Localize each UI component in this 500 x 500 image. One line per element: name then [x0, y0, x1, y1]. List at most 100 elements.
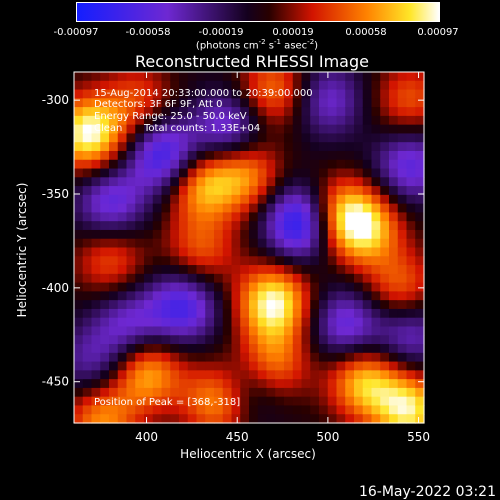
heatmap-cell	[74, 212, 84, 222]
heatmap-cell	[109, 405, 119, 415]
heatmap-cell	[336, 352, 346, 363]
heatmap-cell	[415, 124, 425, 135]
heatmap-cell	[415, 308, 425, 319]
heatmap-cell	[240, 282, 250, 292]
heatmap-cell	[117, 387, 128, 398]
x-tick-label: 550	[407, 430, 430, 444]
heatmap-cell	[319, 238, 329, 249]
heatmap-cell	[284, 194, 294, 205]
heatmap-cell	[327, 282, 338, 292]
heatmap-cell	[319, 273, 329, 284]
heatmap-cell	[196, 168, 206, 178]
heatmap-cell	[266, 124, 276, 135]
heatmap-cell	[196, 335, 206, 345]
heatmap-cell	[327, 221, 338, 231]
heatmap-cell	[301, 282, 311, 292]
heatmap-cell	[415, 177, 425, 187]
annotation-total-counts: Total counts: 1.33E+04	[144, 123, 261, 134]
heatmap-cell	[214, 80, 224, 91]
heatmap-cell	[187, 133, 198, 143]
heatmap-cell	[327, 238, 338, 249]
heatmap-cell	[205, 177, 215, 187]
heatmap-cell	[91, 238, 101, 249]
heatmap-cell	[284, 133, 294, 143]
heatmap-cell	[231, 405, 241, 415]
heatmap-cell	[152, 273, 163, 284]
heatmap-cell	[205, 133, 215, 143]
heatmap-cell	[135, 80, 145, 91]
heatmap-cell	[82, 115, 93, 126]
heatmap-cell	[179, 282, 189, 292]
heatmap-cell	[301, 186, 311, 196]
heatmap-cell	[196, 370, 206, 380]
heatmap-cell	[231, 326, 241, 336]
heatmap-cell	[161, 203, 171, 214]
heatmap-cell	[100, 344, 110, 354]
heatmap-cell	[371, 115, 381, 126]
heatmap-cell	[292, 72, 303, 82]
heatmap-cell	[135, 124, 145, 135]
heatmap-cell	[301, 379, 311, 389]
heatmap-cell	[284, 186, 294, 196]
heatmap-cell	[214, 291, 224, 301]
heatmap-cell	[152, 115, 163, 126]
heatmap-cell	[187, 194, 198, 205]
heatmap-cell	[362, 186, 373, 196]
heatmap-cell	[205, 335, 215, 345]
heatmap-cell	[170, 361, 180, 371]
heatmap-cell	[135, 142, 145, 152]
heatmap-cell	[397, 308, 408, 319]
heatmap-cell	[301, 273, 311, 284]
heatmap-cell	[222, 300, 233, 310]
heatmap-cell	[389, 98, 399, 108]
heatmap-cell	[301, 142, 311, 152]
heatmap-cell	[336, 107, 346, 117]
heatmap-cell	[179, 186, 189, 196]
heatmap-cell	[362, 238, 373, 249]
heatmap-cell	[415, 72, 425, 82]
heatmap-cell	[222, 370, 233, 380]
heatmap-cell	[126, 352, 136, 363]
heatmap-cell	[257, 396, 268, 407]
heatmap-cell	[397, 352, 408, 363]
heatmap-cell	[249, 212, 259, 222]
heatmap-cell	[319, 352, 329, 363]
heatmap-cell	[135, 203, 145, 214]
heatmap-cell	[397, 98, 408, 108]
heatmap-cell	[187, 142, 198, 152]
heatmap-cell	[117, 326, 128, 336]
heatmap-cell	[406, 80, 416, 91]
heatmap-cell	[301, 300, 311, 310]
heatmap-cell	[135, 265, 145, 275]
heatmap-cell	[109, 282, 119, 292]
heatmap-cell	[389, 80, 399, 91]
heatmap-cell	[292, 291, 303, 301]
heatmap-cell	[406, 194, 416, 205]
heatmap-cell	[327, 247, 338, 257]
heatmap-cell	[170, 396, 180, 407]
heatmap-cell	[91, 107, 101, 117]
heatmap-cell	[100, 273, 110, 284]
heatmap-cell	[144, 396, 154, 407]
heatmap-cell	[100, 361, 110, 371]
heatmap-cell	[257, 80, 268, 91]
heatmap-cell	[257, 405, 268, 415]
heatmap-cell	[257, 291, 268, 301]
heatmap-cell	[152, 142, 163, 152]
y-tick-label: -450	[42, 375, 69, 389]
heatmap-cell	[301, 115, 311, 126]
heatmap-cell	[161, 396, 171, 407]
heatmap-cell	[345, 379, 355, 389]
heatmap-cell	[380, 133, 390, 143]
heatmap-cell	[275, 300, 285, 310]
heatmap-cell	[126, 361, 136, 371]
heatmap-cell	[74, 238, 84, 249]
heatmap-cell	[231, 203, 241, 214]
heatmap-cell	[205, 107, 215, 117]
heatmap-cell	[170, 72, 180, 82]
heatmap-cell	[406, 168, 416, 178]
heatmap-cell	[187, 300, 198, 310]
heatmap-cell	[415, 80, 425, 91]
heatmap-cell	[249, 352, 259, 363]
heatmap-cell	[397, 168, 408, 178]
